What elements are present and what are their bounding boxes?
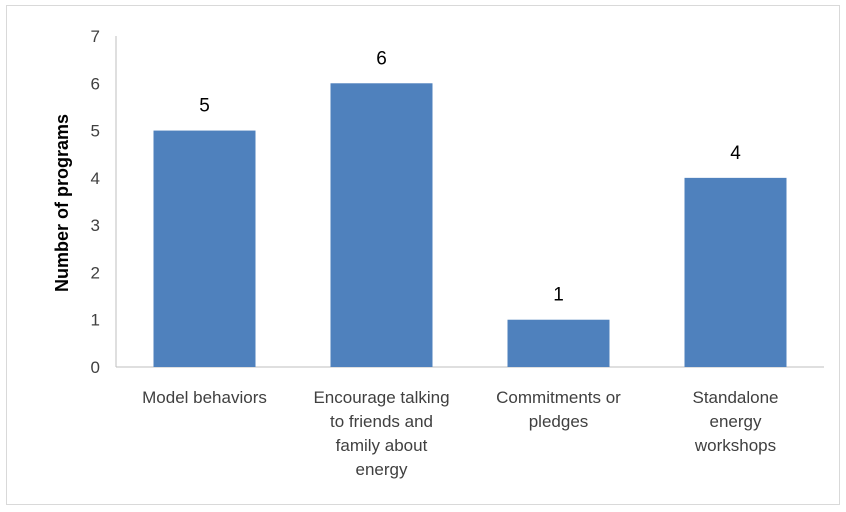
y-tick-label: 2	[91, 263, 100, 282]
x-category-label: Standalone	[692, 388, 778, 407]
data-label: 6	[376, 48, 387, 69]
y-axis-ticks: 0 1 2 3 4 5 6 7	[91, 27, 100, 377]
y-tick-label: 4	[91, 169, 100, 188]
y-tick-label: 3	[91, 216, 100, 235]
y-tick-label: 6	[91, 74, 100, 93]
bar	[507, 319, 610, 367]
y-tick-label: 0	[91, 358, 100, 377]
data-label: 4	[730, 143, 741, 164]
x-category-label: energy	[710, 412, 762, 431]
x-category-label: energy	[356, 460, 408, 479]
y-tick-label: 5	[91, 122, 100, 141]
y-tick-label: 1	[91, 311, 100, 330]
x-category-label: Commitments or	[496, 388, 621, 407]
bar	[684, 177, 787, 367]
data-label: 1	[553, 285, 564, 306]
x-category-label: to friends and	[330, 412, 433, 431]
data-labels: 5 6 1 4	[199, 48, 741, 305]
bars	[153, 83, 787, 368]
x-category-label: workshops	[694, 436, 776, 455]
bar	[330, 83, 433, 368]
y-axis-label: Number of programs	[52, 114, 72, 292]
x-category-label: Encourage talking	[313, 388, 449, 407]
data-label: 5	[199, 96, 210, 117]
x-category-label: Model behaviors	[142, 388, 267, 407]
x-category-label: family about	[336, 436, 428, 455]
bar	[153, 130, 256, 367]
category-labels: Model behaviors Encourage talking to frien…	[142, 388, 778, 479]
x-category-label: pledges	[529, 412, 589, 431]
y-tick-label: 7	[91, 27, 100, 46]
